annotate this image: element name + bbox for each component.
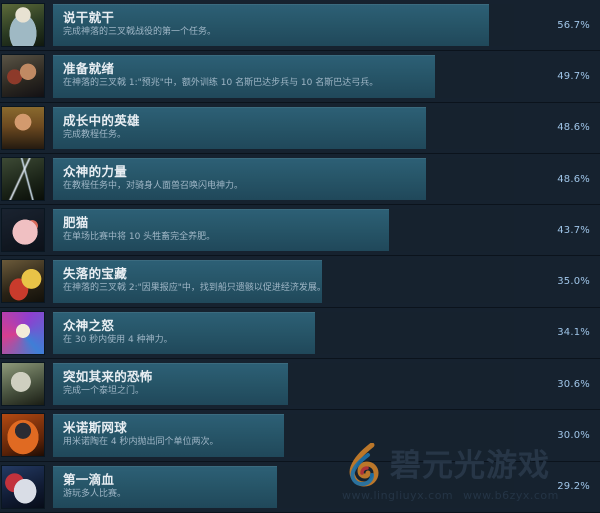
lightning-icon (1, 156, 45, 201)
achievement-artwork (2, 363, 44, 406)
achievement-progress-bar (53, 465, 278, 508)
achievement-row[interactable]: 肥猫 在单场比赛中将 10 头牲畜完全养肥。 43.7% (0, 205, 600, 257)
achievement-progress-track: 说干就干完成神落的三叉戟战役的第一个任务。 (53, 4, 514, 47)
achievement-row[interactable]: 失落的宝藏 在神落的三叉戟 2:"因果报应"中，找到船只遗骸以促进经济发展。 35.… (0, 256, 600, 308)
achievement-progress-track: 准备就绪 在神落的三叉戟 1:"预兆"中，额外训练 10 名斯巴达步兵与 10 名… (53, 55, 514, 98)
achievement-progress-bar (53, 363, 289, 406)
achievement-text: 米诺斯网球 用米诺陶在 4 秒内抛出同个单位两次。 (53, 414, 514, 449)
achievement-row[interactable]: 众神之怒在 30 秒内使用 4 种神力。 34.1% (0, 307, 600, 360)
achievement-description: 完成教程任务。 (63, 129, 127, 140)
achievement-progress-track: 众神之怒在 30 秒内使用 4 种神力。 (53, 311, 514, 355)
achievement-title: 说干就干 (63, 10, 115, 25)
achievement-row[interactable]: 众神的力量 在教程任务中，对骑身人面兽召唤闪电神力。 48.6% (0, 153, 600, 206)
achievement-title: 准备就绪 (63, 61, 115, 77)
achievement-percent: 34.1% (557, 327, 590, 339)
achievement-text: 肥猫 在单场比赛中将 10 头牲畜完全养肥。 (53, 209, 514, 244)
achievement-row[interactable]: 突如其来的恐怖 完成一个泰坦之门。 30.6% (0, 359, 600, 411)
achievement-description: 完成一个泰坦之门。 (63, 386, 145, 397)
treasure-icon (1, 259, 45, 304)
achievement-artwork (2, 465, 44, 508)
achievement-artwork (2, 311, 44, 354)
achievement-title: 肥猫 (63, 215, 89, 231)
achievement-progress-track: 失落的宝藏 在神落的三叉戟 2:"因果报应"中，找到船只遗骸以促进经济发展。 (53, 260, 514, 303)
achievement-text: 突如其来的恐怖 完成一个泰坦之门。 (53, 363, 514, 398)
achievement-artwork (2, 260, 44, 303)
achievement-progress-track: 第一滴血 游玩多人比赛。 (53, 465, 514, 508)
achievement-text: 说干就干完成神落的三叉戟战役的第一个任务。 (53, 4, 514, 39)
minotaur-icon (1, 413, 45, 458)
achievement-description: 在 30 秒内使用 4 种神力。 (63, 334, 173, 345)
achievement-title: 突如其来的恐怖 (63, 369, 153, 385)
achievement-artwork (2, 55, 44, 98)
achievement-row[interactable]: 米诺斯网球 用米诺陶在 4 秒内抛出同个单位两次。 30.0% (0, 410, 600, 462)
achievement-title: 米诺斯网球 (63, 420, 128, 436)
achievement-artwork (2, 157, 44, 200)
achievement-artwork (2, 4, 44, 46)
achievement-progress-track: 成长中的英雄 完成教程任务。 (53, 106, 514, 149)
achievement-progress-bar (53, 260, 322, 303)
achievement-text: 失落的宝藏 在神落的三叉戟 2:"因果报应"中，找到船只遗骸以促进经济发展。 (53, 260, 514, 295)
terror-icon (1, 362, 45, 407)
achievement-description: 在神落的三叉戟 2:"因果报应"中，找到船只遗骸以促进经济发展。 (63, 283, 326, 294)
achievement-text: 准备就绪 在神落的三叉戟 1:"预兆"中，额外训练 10 名斯巴达步兵与 10 名… (53, 55, 514, 90)
achievement-text: 成长中的英雄 完成教程任务。 (53, 107, 514, 142)
achievement-text: 第一滴血 游玩多人比赛。 (53, 466, 514, 501)
pig-icon (1, 208, 45, 253)
hero-icon (1, 105, 45, 150)
achievement-progress-bar (53, 414, 284, 457)
first-blood-icon (1, 464, 45, 509)
achievement-percent: 48.6% (557, 173, 590, 185)
achievement-percent: 43.7% (557, 224, 590, 236)
achievement-description: 在神落的三叉戟 1:"预兆"中，额外训练 10 名斯巴达步兵与 10 名斯巴达弓… (63, 78, 379, 89)
achievement-percent: 48.6% (557, 122, 590, 134)
achievement-description: 游玩多人比赛。 (63, 488, 127, 499)
achievement-title: 众神的力量 (63, 163, 128, 179)
achievement-description: 用米诺陶在 4 秒内抛出同个单位两次。 (63, 437, 219, 448)
wrath-of-gods-icon (1, 310, 45, 355)
achievement-title: 成长中的英雄 (63, 112, 140, 128)
achievement-percent: 30.6% (557, 378, 590, 390)
achievement-row[interactable]: 准备就绪 在神落的三叉戟 1:"预兆"中，额外训练 10 名斯巴达步兵与 10 名… (0, 51, 600, 103)
achievement-artwork (2, 209, 44, 252)
achievement-artwork (2, 414, 44, 457)
achievement-percent: 29.2% (557, 481, 590, 493)
achievement-percent: 30.0% (557, 430, 590, 442)
achievement-progress-track: 肥猫 在单场比赛中将 10 头牲畜完全养肥。 (53, 209, 514, 252)
achievement-progress-bar (53, 55, 435, 98)
achievement-row[interactable]: 说干就干完成神落的三叉戟战役的第一个任务。 56.7% (0, 0, 600, 52)
achievement-progress-track: 突如其来的恐怖 完成一个泰坦之门。 (53, 363, 514, 406)
achievement-text: 众神之怒在 30 秒内使用 4 种神力。 (53, 312, 514, 347)
achievement-row[interactable]: 成长中的英雄 完成教程任务。 48.6% (0, 102, 600, 154)
achievement-title: 众神之怒 (63, 317, 115, 333)
achievement-progress-bar (53, 4, 489, 47)
old-man-icon (1, 3, 45, 47)
achievement-description: 在教程任务中，对骑身人面兽召唤闪电神力。 (63, 180, 244, 191)
achievement-text: 众神的力量 在教程任务中，对骑身人面兽召唤闪电神力。 (53, 158, 514, 193)
achievement-description: 完成神落的三叉戟战役的第一个任务。 (63, 27, 217, 37)
achievement-progress-track: 米诺斯网球 用米诺陶在 4 秒内抛出同个单位两次。 (53, 414, 514, 457)
achievement-percent: 35.0% (557, 276, 590, 288)
achievement-progress-bar (53, 311, 315, 355)
achievement-progress-track: 众神的力量 在教程任务中，对骑身人面兽召唤闪电神力。 (53, 157, 514, 201)
achievement-row[interactable]: 第一滴血 游玩多人比赛。 29.2% (0, 461, 600, 513)
achievement-percent: 49.7% (557, 70, 590, 82)
achievement-artwork (2, 106, 44, 149)
achievement-progress-bar (53, 209, 389, 252)
achievement-progress-bar (53, 106, 427, 149)
achievement-description: 在单场比赛中将 10 头牲畜完全养肥。 (63, 232, 216, 243)
achievement-title: 失落的宝藏 (63, 266, 128, 282)
achievement-percent: 56.7% (557, 19, 590, 31)
achievement-title: 第一滴血 (63, 471, 115, 487)
achievement-progress-bar (53, 157, 427, 201)
spartan-warrior-icon (1, 54, 45, 99)
